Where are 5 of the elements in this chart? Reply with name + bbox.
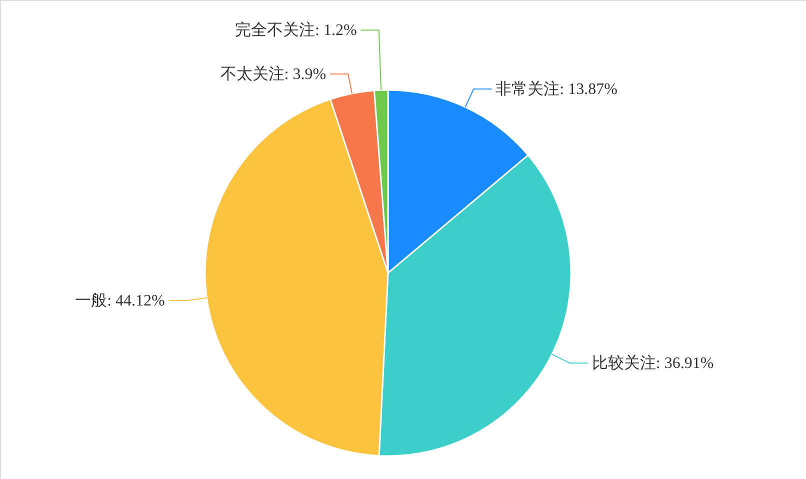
slice-label: 比较关注: 36.91% <box>592 354 714 372</box>
slice-label: 非常关注: 13.87% <box>496 80 618 98</box>
slice-label: 不太关注: 3.9% <box>220 64 326 83</box>
slice-label: 完全不关注: 1.2% <box>235 21 357 40</box>
slice-label: 一般: 44.12% <box>75 292 165 310</box>
